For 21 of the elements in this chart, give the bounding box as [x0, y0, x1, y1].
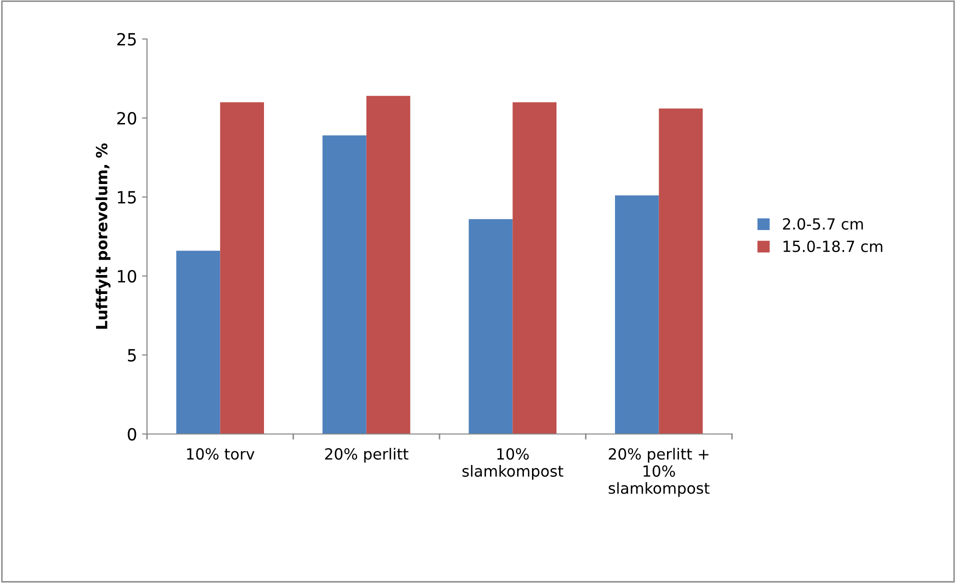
bar — [468, 219, 513, 434]
bar — [322, 135, 366, 434]
y-tick-label: 20 — [117, 112, 136, 125]
bar — [615, 195, 659, 434]
bar — [176, 250, 220, 434]
y-tick-label: 10 — [118, 270, 136, 283]
y-axis-title: Luftfylt porevolum, % — [96, 143, 111, 329]
x-tick-label: 20% perlitt + 10% slamkompost — [608, 448, 710, 497]
y-tick-label: 25 — [117, 32, 136, 46]
x-tick-label: 10% slamkompost — [462, 448, 564, 480]
y-tick-label: 5 — [128, 349, 136, 362]
bar — [220, 102, 264, 434]
x-tick-label: 20% perlitt — [325, 448, 408, 463]
bar — [512, 102, 556, 434]
legend-label: 2.0-5.7 cm — [783, 218, 863, 230]
y-tick-label: 0 — [128, 428, 136, 441]
bar — [366, 96, 410, 434]
bar — [658, 108, 703, 434]
x-tick-label: 10% torv — [187, 448, 254, 460]
y-tick-label: 15 — [118, 191, 136, 204]
legend-label: 15.0-18.7 cm — [784, 240, 882, 252]
